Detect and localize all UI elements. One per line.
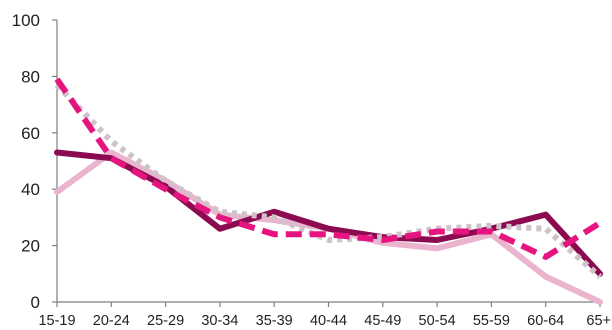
y-tick-label: 20 xyxy=(21,237,40,256)
x-tick-label: 20-24 xyxy=(93,313,130,329)
series-line-4 xyxy=(54,77,602,260)
y-tick-label: 60 xyxy=(21,124,40,143)
chart-axes xyxy=(52,19,601,307)
x-tick-label: 40-44 xyxy=(310,313,347,329)
x-tick-label: 25-29 xyxy=(147,313,184,329)
y-tick-labels: 0 20 40 60 80 100 xyxy=(12,11,40,312)
chart-series xyxy=(54,77,603,305)
x-tick-label: 15-19 xyxy=(38,313,75,329)
x-tick-label: 30-34 xyxy=(201,313,238,329)
y-tick-label: 0 xyxy=(31,293,40,312)
x-tick-label: 55-59 xyxy=(473,313,510,329)
y-tick-label: 80 xyxy=(21,67,40,86)
x-tick-labels: 15-19 20-24 25-29 30-34 35-39 40-44 45-49 50-54… xyxy=(38,313,611,329)
x-tick-label: 50-54 xyxy=(419,313,456,329)
y-tick-label: 40 xyxy=(21,180,40,199)
series-line-3 xyxy=(54,82,602,279)
x-tick-label: 35-39 xyxy=(256,313,293,329)
x-tick-label: 65+ xyxy=(586,313,611,329)
x-tick-label: 45-49 xyxy=(364,313,401,329)
x-tick-label: 60-64 xyxy=(527,313,564,329)
y-tick-label: 100 xyxy=(12,11,40,30)
